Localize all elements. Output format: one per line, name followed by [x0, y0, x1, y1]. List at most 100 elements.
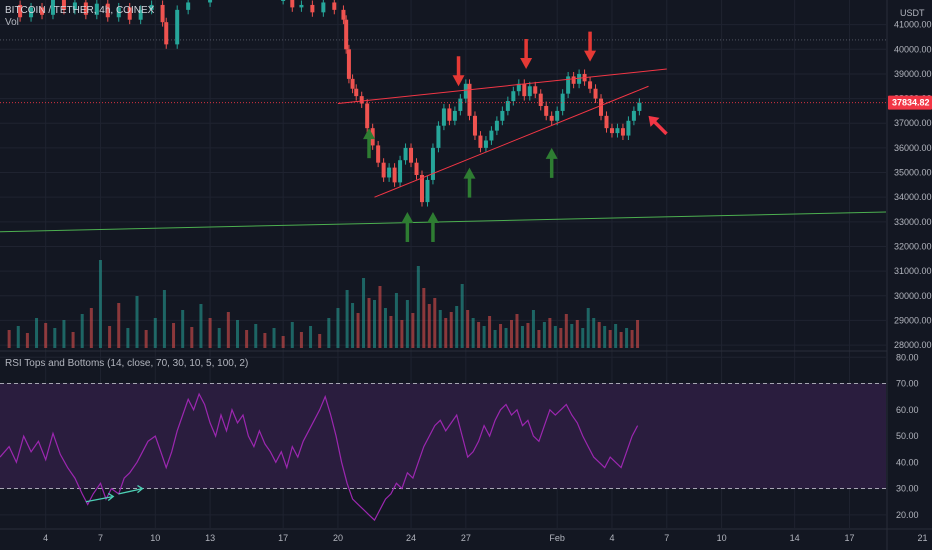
candle-body: [511, 91, 516, 102]
candle: [544, 101, 549, 121]
candle: [414, 158, 419, 180]
arrow-head: [401, 211, 414, 223]
volume-bar: [356, 313, 360, 348]
candle-body: [593, 88, 598, 99]
volume-bar: [444, 318, 448, 348]
buy-arrow: [401, 211, 414, 242]
arrow-shaft: [85, 495, 114, 503]
volume-bar: [526, 323, 530, 348]
candle: [359, 91, 364, 108]
volume-bar: [327, 318, 331, 348]
time-tick-label: 7: [98, 533, 103, 543]
candle: [365, 99, 370, 133]
candle: [160, 0, 165, 27]
time-tick-label: 10: [717, 533, 727, 543]
candle: [458, 94, 463, 116]
volume-bar: [493, 330, 497, 348]
candle: [310, 0, 315, 17]
candle-body: [505, 101, 510, 111]
candle-body: [425, 179, 430, 203]
volume-bar: [199, 304, 203, 348]
candle-body: [494, 120, 499, 131]
volume-bar: [378, 286, 382, 348]
candle-body: [290, 0, 295, 8]
candle-body: [29, 7, 34, 18]
volume-bar: [515, 314, 519, 348]
candle: [472, 111, 477, 140]
price-tick-label: 41000.00: [894, 20, 932, 30]
candle-body: [430, 147, 435, 180]
volume-bar: [181, 310, 185, 348]
volume-bar: [548, 318, 552, 348]
rsi-tick-label: 60.00: [896, 405, 919, 415]
price-tick-label: 35000.00: [894, 168, 932, 178]
candle: [186, 0, 191, 15]
candle-body: [40, 7, 45, 15]
candle: [577, 69, 582, 89]
candle: [72, 0, 77, 15]
volume-bar: [35, 318, 39, 348]
volume-bar: [471, 318, 475, 348]
candle-body: [538, 93, 543, 106]
price-tick-label: 30000.00: [894, 291, 932, 301]
candle-body: [463, 83, 468, 99]
candle-body: [344, 19, 349, 50]
candle-body: [354, 88, 359, 97]
arrow-head: [463, 167, 476, 179]
rsi-tick-label: 80.00: [896, 352, 919, 362]
buy-arrow: [463, 167, 476, 198]
candle: [341, 5, 346, 25]
candle-body: [478, 135, 483, 148]
candle-body: [472, 115, 477, 136]
candle: [522, 79, 527, 101]
candle-body: [83, 2, 88, 15]
symbol-title[interactable]: BITCOIN / TETHER, 4h, COINEX: [5, 5, 155, 16]
candle-body: [346, 49, 351, 79]
candle-body: [186, 2, 191, 10]
volume-bar: [586, 308, 590, 348]
volume-bar: [488, 316, 492, 348]
volume-bar: [394, 293, 398, 348]
volume-bar: [172, 323, 176, 348]
volume-bar: [455, 306, 459, 348]
volume-bar: [53, 328, 57, 348]
candle-body: [409, 147, 414, 163]
candle-body: [522, 83, 527, 97]
volume-bar: [581, 328, 585, 348]
time-tick-label: 14: [790, 533, 800, 543]
indicator-title[interactable]: RSI Tops and Bottoms (14, close, 70, 30,…: [5, 358, 249, 369]
volume-bar: [126, 328, 130, 348]
candle-body: [555, 110, 560, 121]
time-tick-label: 24: [406, 533, 416, 543]
candle-body: [452, 110, 457, 121]
volume-bar: [44, 323, 48, 348]
rsi-tick-label: 40.00: [896, 457, 919, 467]
candle: [620, 123, 625, 140]
volume-bar: [422, 288, 426, 348]
candle-body: [458, 98, 463, 111]
candle-body: [419, 175, 424, 203]
arrow-head: [520, 58, 533, 70]
arrow-shaft: [118, 487, 143, 495]
candle: [452, 106, 457, 126]
trendline-support: [0, 211, 887, 233]
time-tick-label: 4: [609, 533, 614, 543]
candle-body: [164, 22, 169, 45]
candle: [463, 79, 468, 104]
volume-bar: [190, 327, 194, 348]
candle-body: [447, 108, 452, 121]
volume-bar: [477, 322, 481, 348]
candle: [321, 0, 326, 17]
volume-bar: [411, 313, 415, 348]
volume-bar: [400, 320, 404, 348]
buy-arrow: [426, 211, 439, 242]
candle: [281, 0, 286, 5]
volume-bar: [520, 326, 524, 348]
candle-body: [376, 145, 381, 163]
volume-bars: [7, 260, 640, 348]
candle-body: [516, 83, 521, 92]
volume-bar: [362, 278, 366, 348]
volume-bar: [625, 328, 629, 348]
candle-body: [392, 167, 397, 183]
